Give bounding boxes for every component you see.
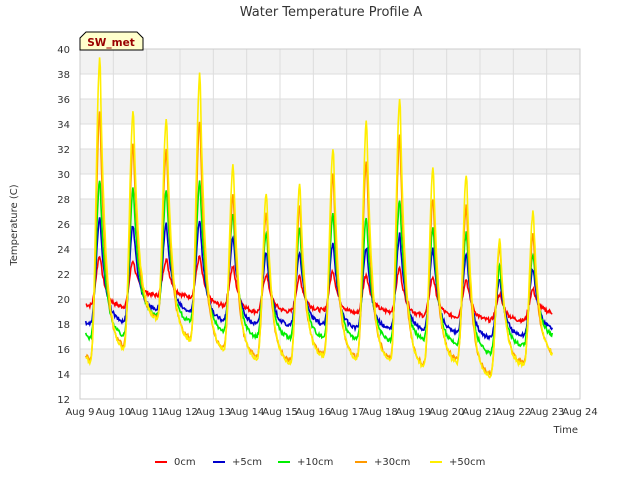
plot-band bbox=[80, 374, 580, 399]
x-axis-label: Time bbox=[553, 425, 578, 436]
y-tick-label: 20 bbox=[57, 295, 70, 306]
x-tick-label: Aug 16 bbox=[296, 407, 331, 418]
legend-label: +50cm bbox=[449, 457, 485, 468]
x-tick-label: Aug 21 bbox=[462, 407, 497, 418]
y-tick-label: 22 bbox=[57, 270, 70, 281]
plot-band bbox=[80, 149, 580, 174]
x-tick-label: Aug 15 bbox=[262, 407, 297, 418]
legend-label: +5cm bbox=[232, 457, 262, 468]
y-tick-label: 38 bbox=[57, 70, 70, 81]
y-tick-label: 24 bbox=[57, 245, 70, 256]
y-tick-label: 34 bbox=[57, 120, 70, 131]
y-tick-label: 32 bbox=[57, 145, 70, 156]
y-tick-label: 28 bbox=[57, 195, 70, 206]
x-tick-label: Aug 17 bbox=[329, 407, 364, 418]
x-tick-label: Aug 14 bbox=[229, 407, 264, 418]
plot-band bbox=[80, 99, 580, 124]
y-tick-label: 16 bbox=[57, 345, 70, 356]
x-tick-label: Aug 20 bbox=[429, 407, 464, 418]
plot-band bbox=[80, 124, 580, 149]
plot-band bbox=[80, 349, 580, 374]
legend-item: +30cm bbox=[355, 457, 410, 468]
x-tick-label: Aug 13 bbox=[196, 407, 231, 418]
legend-item: 0cm bbox=[155, 457, 196, 468]
legend-label: +10cm bbox=[297, 457, 333, 468]
y-tick-label: 36 bbox=[57, 95, 70, 106]
x-tick-label: Aug 24 bbox=[562, 407, 597, 418]
plot-band bbox=[80, 74, 580, 99]
x-tick-label: Aug 9 bbox=[65, 407, 94, 418]
station-badge-box bbox=[79, 31, 144, 51]
y-tick-label: 18 bbox=[57, 320, 70, 331]
series-layer bbox=[84, 57, 554, 379]
station-badge: SW_met bbox=[79, 31, 144, 51]
station-badge-label: SW_met bbox=[87, 37, 134, 49]
y-tick-label: 40 bbox=[57, 45, 70, 56]
y-tick-label: 26 bbox=[57, 220, 70, 231]
x-tick-label: Aug 23 bbox=[529, 407, 564, 418]
legend-item: +10cm bbox=[278, 457, 333, 468]
legend-label: 0cm bbox=[174, 457, 196, 468]
x-tick-label: Aug 10 bbox=[96, 407, 131, 418]
y-tick-label: 14 bbox=[57, 370, 70, 381]
legend-item: +5cm bbox=[213, 457, 262, 468]
plot-band bbox=[80, 49, 580, 74]
legend: 0cm +5cm +10cm +30cm +50cm bbox=[155, 457, 485, 468]
y-tick-label: 30 bbox=[57, 170, 70, 181]
x-tick-label: Aug 22 bbox=[496, 407, 531, 418]
x-tick-label: Aug 12 bbox=[162, 407, 197, 418]
plot-band bbox=[80, 324, 580, 349]
x-tick-label: Aug 18 bbox=[362, 407, 397, 418]
series-line-0cm bbox=[85, 254, 553, 324]
chart-title: Water Temperature Profile A bbox=[240, 5, 423, 20]
x-tick-label: Aug 11 bbox=[129, 407, 164, 418]
legend-item: +50cm bbox=[430, 457, 485, 468]
x-tick-label: Aug 19 bbox=[396, 407, 431, 418]
y-tick-label: 12 bbox=[57, 395, 70, 406]
plot-frame bbox=[79, 48, 581, 400]
series-line-50cm bbox=[85, 57, 554, 379]
y-axis-ticks: 12 14 16 18 20 22 24 26 28 30 32 34 36 38 40 bbox=[57, 45, 70, 406]
legend-label: +30cm bbox=[374, 457, 410, 468]
y-axis-label: Temperature (C) bbox=[9, 184, 20, 266]
